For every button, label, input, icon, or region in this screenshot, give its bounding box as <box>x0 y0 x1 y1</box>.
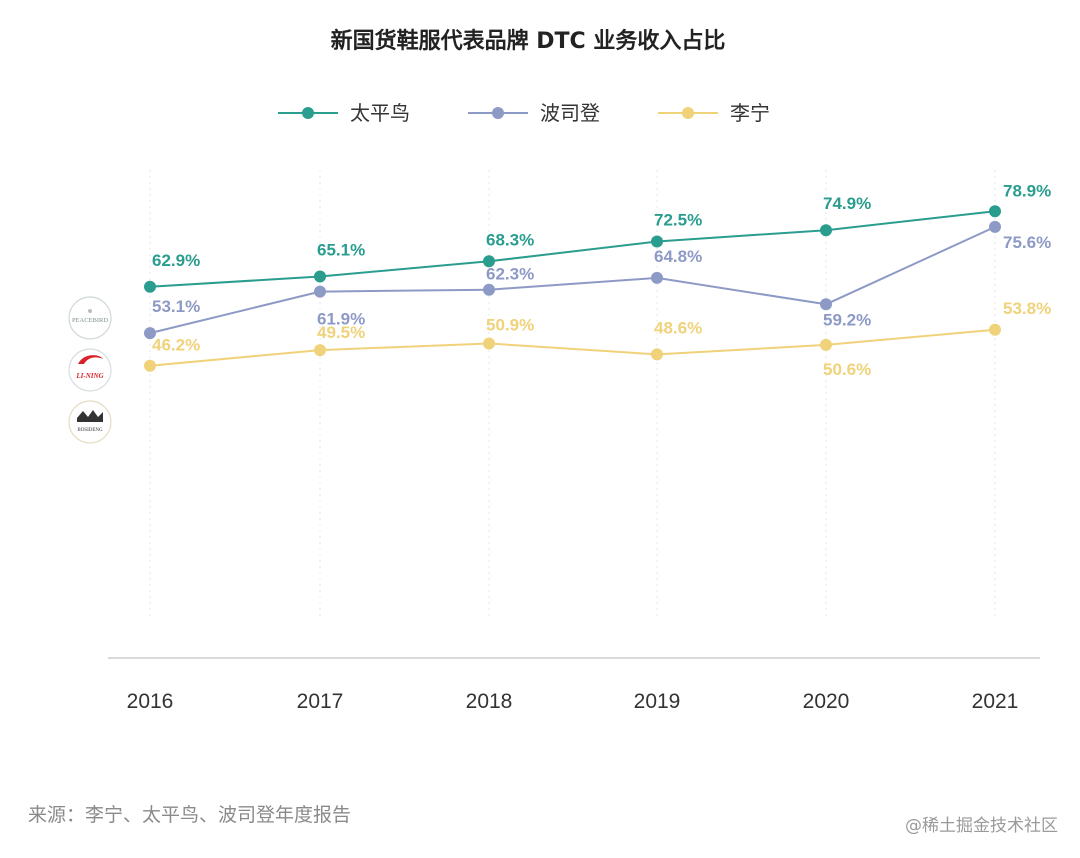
data-label-lining-2016: 46.2% <box>152 336 200 355</box>
legend-item-bosideng[interactable]: 波司登 <box>468 101 600 125</box>
data-point-peacebird-2017[interactable] <box>314 270 326 283</box>
x-tick-label-2017: 2017 <box>297 690 344 713</box>
data-label-peacebird-2019: 72.5% <box>654 211 702 230</box>
data-point-bosideng-2019[interactable] <box>651 271 663 284</box>
watermark: @稀土掘金技术社区 <box>905 816 1058 836</box>
source-note: 来源：李宁、太平鸟、波司登年度报告 <box>28 804 351 826</box>
data-label-lining-2020: 50.6% <box>823 360 871 379</box>
data-point-lining-2018[interactable] <box>483 337 495 350</box>
data-label-bosideng-2021: 75.6% <box>1003 233 1051 252</box>
legend-item-peacebird[interactable]: 太平鸟 <box>278 101 410 125</box>
data-label-peacebird-2017: 65.1% <box>317 241 365 260</box>
data-point-lining-2019[interactable] <box>651 348 663 361</box>
data-point-peacebird-2021[interactable] <box>989 205 1001 218</box>
x-axis-ticks: 2016 2017 2018 2019 2020 2021 <box>127 690 1019 713</box>
legend: 太平鸟 波司登 李宁 <box>278 101 770 125</box>
data-label-lining-2021: 53.8% <box>1003 299 1051 318</box>
peacebird-logo: PEACEBIRD <box>68 296 112 340</box>
x-tick-label-2016: 2016 <box>127 690 174 713</box>
data-label-lining-2018: 50.9% <box>486 316 534 335</box>
x-tick-label-2020: 2020 <box>803 690 850 713</box>
x-tick-label-2019: 2019 <box>634 690 681 713</box>
data-point-lining-2017[interactable] <box>314 344 326 357</box>
data-label-peacebird-2016: 62.9% <box>152 251 200 270</box>
data-point-bosideng-2018[interactable] <box>483 283 495 296</box>
bosideng-logo: BOSIDENG <box>68 400 112 444</box>
data-point-bosideng-2016[interactable] <box>144 327 156 340</box>
data-label-bosideng-2017: 61.9% <box>317 310 365 329</box>
data-point-lining-2021[interactable] <box>989 323 1001 336</box>
data-point-bosideng-2021[interactable] <box>989 220 1001 233</box>
legend-label-bosideng: 波司登 <box>540 101 600 125</box>
data-label-lining-2017: 49.5% <box>317 323 365 342</box>
lining-logo: LI-NING <box>68 348 112 392</box>
x-tick-label-2018: 2018 <box>466 690 513 713</box>
bosideng-logo-text: BOSIDENG <box>77 428 103 433</box>
peacebird-logo-text: PEACEBIRD <box>72 317 108 324</box>
data-point-bosideng-2020[interactable] <box>820 298 832 311</box>
legend-item-lining[interactable]: 李宁 <box>658 101 770 125</box>
series-line-lining <box>149 328 996 367</box>
data-point-peacebird-2018[interactable] <box>483 255 495 268</box>
data-label-bosideng-2020: 59.2% <box>823 310 871 329</box>
data-point-peacebird-2016[interactable] <box>144 280 156 293</box>
data-point-lining-2016[interactable] <box>144 359 156 372</box>
data-point-peacebird-2020[interactable] <box>820 224 832 237</box>
x-tick-label-2021: 2021 <box>972 690 1019 713</box>
lining-logo-text: LI-NING <box>75 372 103 380</box>
grid <box>149 170 996 620</box>
data-point-peacebird-2019[interactable] <box>651 235 663 248</box>
data-label-bosideng-2019: 64.8% <box>654 247 702 266</box>
legend-marker-bosideng <box>492 107 504 119</box>
legend-label-peacebird: 太平鸟 <box>350 101 410 125</box>
brand-logos: PEACEBIRD LI-NING BOSIDENG <box>68 296 112 444</box>
data-label-peacebird-2018: 68.3% <box>486 230 534 249</box>
series-line-peacebird <box>149 210 996 288</box>
data-label-peacebird-2021: 78.9% <box>1003 181 1051 200</box>
series-line-bosideng <box>149 225 996 335</box>
data-label-lining-2019: 48.6% <box>654 318 702 337</box>
legend-marker-peacebird <box>302 107 314 119</box>
data-label-bosideng-2018: 62.3% <box>486 265 534 284</box>
series: 62.9% 65.1% 68.3% 72.5% 74.9% 78.9% 53.1% 61.9%… <box>144 181 1051 379</box>
chart-title: 新国货鞋服代表品牌 DTC 业务收入占比 <box>331 28 726 54</box>
data-point-lining-2020[interactable] <box>820 338 832 351</box>
data-label-peacebird-2020: 74.9% <box>823 194 871 213</box>
data-label-bosideng-2016: 53.1% <box>152 297 200 316</box>
legend-label-lining: 李宁 <box>730 101 770 125</box>
legend-marker-lining <box>682 107 694 119</box>
data-point-bosideng-2017[interactable] <box>314 285 326 298</box>
